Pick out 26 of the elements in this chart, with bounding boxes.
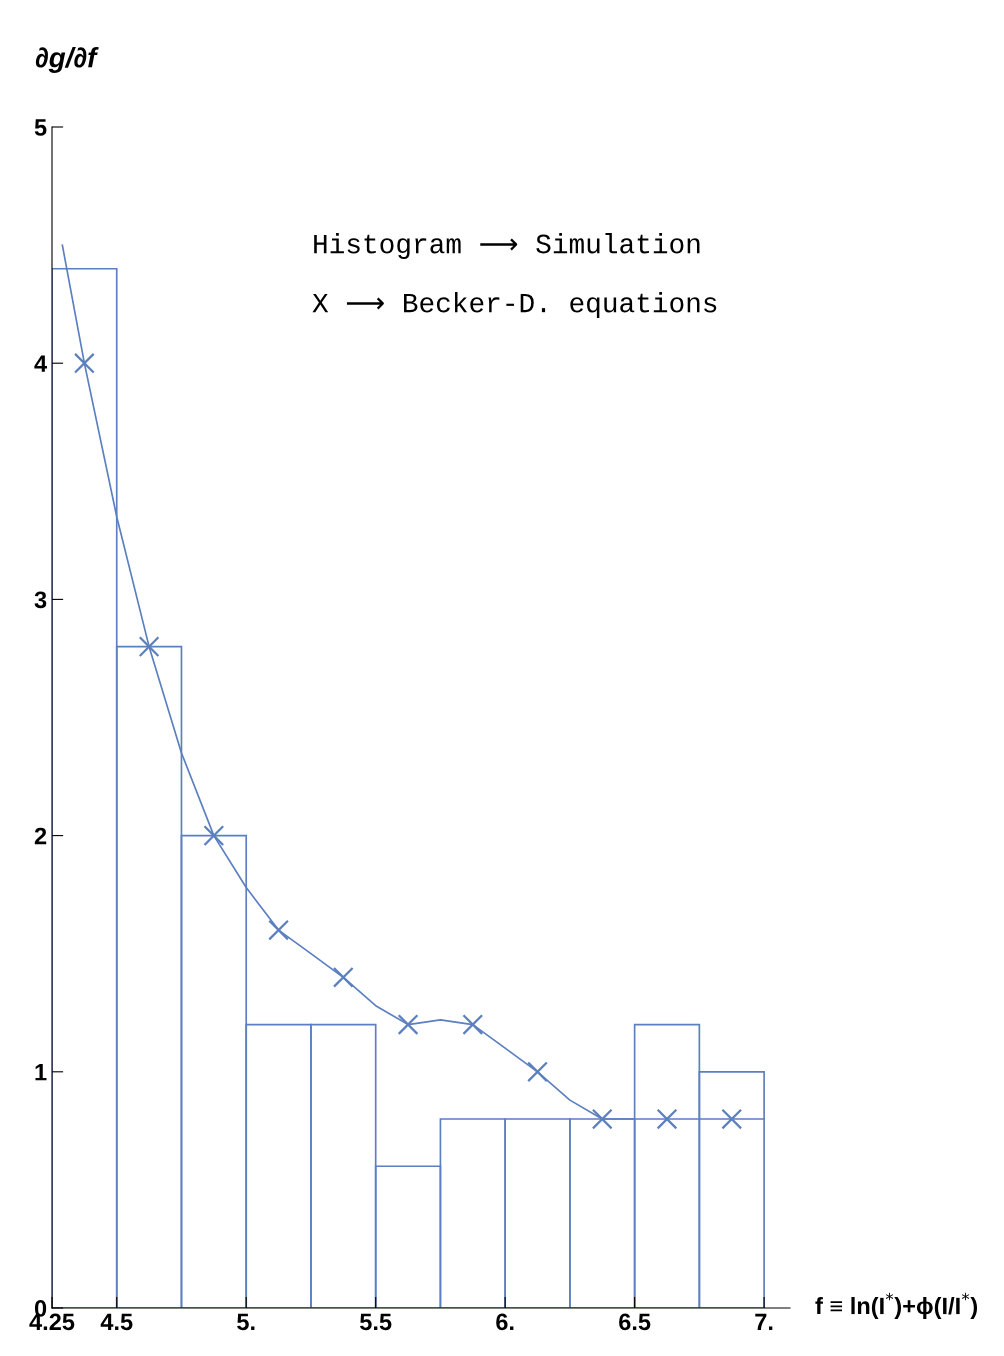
point	[462, 1014, 484, 1035]
point	[721, 1108, 743, 1130]
x-tick-label: 4.5	[100, 1313, 133, 1331]
point	[656, 1108, 678, 1130]
y-axis-title: ∂g/∂f	[35, 47, 99, 73]
point	[268, 919, 290, 941]
point	[73, 352, 95, 374]
x-tick-label: 6.	[496, 1313, 514, 1331]
annotation: X ⟶ Becker-D. equations	[312, 292, 717, 318]
y-tick-label: 3	[34, 591, 47, 609]
point	[138, 636, 160, 658]
x-axis-title: f ≡ ln(I$^{*}$)+ϕ(I/I$^{*}$)	[815, 1292, 978, 1319]
x-tick-label: 6.5	[619, 1313, 651, 1331]
y-tick-label: 2	[34, 827, 47, 845]
point	[203, 825, 225, 847]
point	[332, 966, 354, 988]
y-tick-label: 5	[34, 119, 47, 136]
point	[591, 1108, 613, 1130]
x-tick-label: 7.	[755, 1313, 773, 1330]
y-tick-label: 4	[34, 355, 48, 372]
y-tick-label: 1	[35, 1064, 47, 1081]
x-tick-label: 5.5	[360, 1313, 392, 1331]
point	[397, 1014, 419, 1035]
point	[527, 1061, 548, 1083]
x-tick-label: 5.	[237, 1313, 255, 1331]
annotation: Histogram ⟶ Simulation	[314, 233, 700, 259]
